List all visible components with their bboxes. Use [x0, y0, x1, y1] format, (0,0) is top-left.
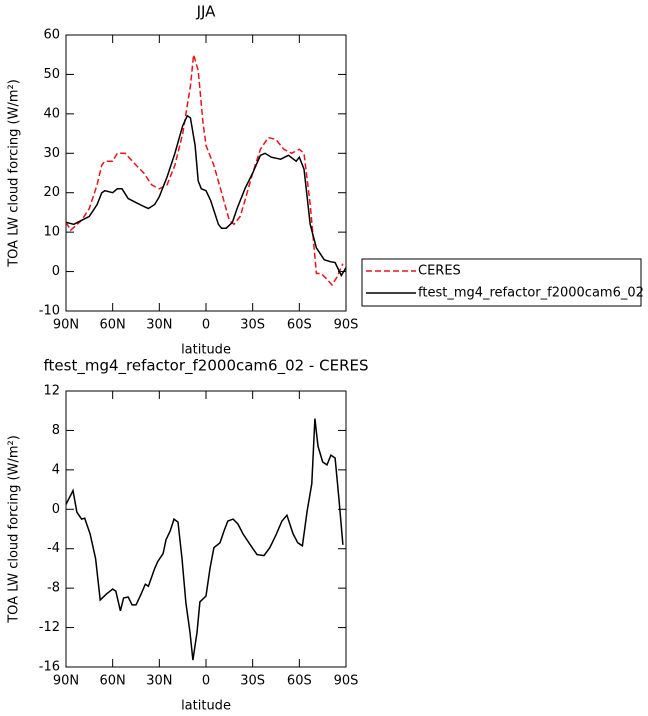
y-tick-label: 20 [43, 185, 60, 200]
y-tick-label: -16 [39, 660, 60, 675]
plot-frame [65, 34, 347, 312]
y-tick-label: 12 [43, 384, 60, 399]
x-axis-label: latitude [181, 699, 231, 714]
legend-box [361, 258, 642, 307]
x-tick-label: 60S [287, 674, 312, 689]
x-tick-label: 90S [334, 674, 359, 689]
x-tick-label: 30S [240, 318, 265, 333]
y-tick-label: -10 [39, 304, 60, 319]
x-tick-label: 30N [146, 318, 172, 333]
x-tick-label: 90S [334, 318, 359, 333]
x-tick-label: 0 [202, 318, 210, 333]
x-tick-label: 90N [53, 318, 79, 333]
y-tick-label: 10 [43, 225, 60, 240]
x-axis-label: latitude [181, 343, 231, 358]
x-tick-label: 90N [53, 674, 79, 689]
y-tick-label: 30 [43, 146, 60, 161]
y-axis-label: TOA LW cloud forcing (W/m²) [7, 435, 22, 624]
x-tick-label: 60N [100, 674, 126, 689]
y-axis-label: TOA LW cloud forcing (W/m²) [7, 79, 22, 268]
chart-title: JJA [196, 3, 217, 21]
x-tick-label: 30S [240, 674, 265, 689]
data-line [65, 418, 344, 661]
y-tick-label: 50 [43, 67, 60, 82]
legend-label: ftest_mg4_refactor_f2000cam6_02 [418, 286, 644, 301]
y-tick-label: -12 [39, 620, 60, 635]
chart-title: ftest_mg4_refactor_f2000cam6_02 - CERES [44, 357, 369, 376]
y-tick-label: 0 [52, 264, 60, 279]
data-line [65, 114, 347, 278]
y-tick-label: 60 [43, 28, 60, 43]
y-tick-label: 40 [43, 106, 60, 121]
y-tick-label: 0 [52, 502, 60, 517]
y-tick-label: -4 [47, 541, 60, 556]
x-tick-label: 30N [146, 674, 172, 689]
x-tick-label: 0 [202, 674, 210, 689]
legend-label: CERES [418, 264, 461, 279]
y-tick-label: -8 [47, 581, 60, 596]
data-line [65, 54, 344, 287]
y-tick-label: 4 [52, 462, 60, 477]
x-tick-label: 60S [287, 318, 312, 333]
plot-frame [65, 390, 347, 668]
y-tick-label: 8 [52, 423, 60, 438]
x-tick-label: 60N [100, 318, 126, 333]
